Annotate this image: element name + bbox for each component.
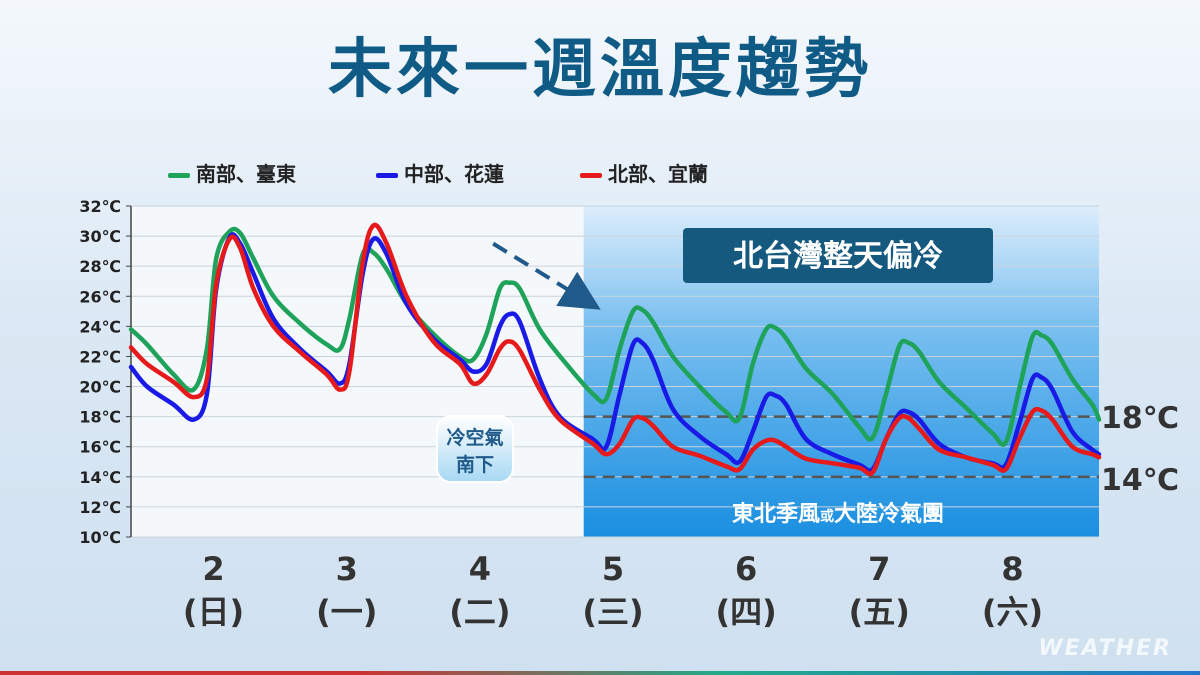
series-line-south <box>128 226 1102 447</box>
legend-swatch-south <box>168 173 190 178</box>
ref-label-18: 18℃ <box>1101 401 1179 436</box>
cold-air-label-line2: 南下 <box>456 454 494 476</box>
page-title: 未來一週溫度趨勢 <box>328 33 872 107</box>
x-tick-date: 2 <box>202 550 224 588</box>
y-tick-label: 10℃ <box>79 528 121 547</box>
x-tick-weekday: (六) <box>982 593 1043 631</box>
legend-item-central: 中部、花蓮 <box>376 158 504 187</box>
x-tick-date: 3 <box>336 550 358 588</box>
monsoon-label-part1: 東北季風 <box>732 502 820 527</box>
y-tick-label: 18℃ <box>79 408 121 427</box>
legend-swatch-north <box>580 173 602 178</box>
cold-box-title: 北台灣整天偏冷 <box>733 239 943 274</box>
trend-arrow <box>492 241 601 310</box>
y-tick-label: 32℃ <box>79 197 121 216</box>
watermark-logo: WEATHER <box>1038 636 1172 661</box>
ref-label-14: 14℃ <box>1101 463 1179 498</box>
x-tick-weekday: (二) <box>449 593 510 631</box>
x-tick-weekday: (日) <box>183 593 244 631</box>
y-tick-label: 14℃ <box>79 468 121 487</box>
x-tick-weekday: (一) <box>316 593 377 631</box>
x-tick-date: 4 <box>469 550 491 588</box>
legend-swatch-central <box>376 173 398 178</box>
x-axis-ticks: 2 (日) 3 (一) 4 (二) 5 (三) 6 (四) 7 (五) 8 (六) <box>183 550 1043 631</box>
monsoon-label: 東北季風或大陸冷氣團 <box>732 501 944 527</box>
y-axis-ticks: 10℃ 12℃ 14℃ 16℃ 18℃ 20℃ 22℃ 24℃ 26℃ 28℃ 30℃ 32℃ <box>79 197 131 547</box>
legend-label-north: 北部、宜蘭 <box>608 162 708 186</box>
legend-item-north: 北部、宜蘭 <box>580 158 708 187</box>
legend-label-central: 中部、花蓮 <box>404 162 504 186</box>
cold-air-bubble <box>436 415 514 483</box>
series-line-north <box>128 222 1102 477</box>
legend-item-south: 南部、臺東 <box>168 158 296 187</box>
bottom-color-bar <box>0 671 1200 675</box>
y-tick-label: 28℃ <box>79 257 121 276</box>
cold-box <box>683 228 993 283</box>
x-tick-weekday: (三) <box>582 593 643 631</box>
y-tick-label: 26℃ <box>79 287 121 306</box>
cold-air-label-line1: 冷空氣 <box>446 426 503 449</box>
x-tick-date: 6 <box>735 550 757 588</box>
series-line-central <box>128 232 1102 473</box>
monsoon-label-small: 或 <box>820 508 834 525</box>
y-tick-label: 16℃ <box>79 438 121 457</box>
y-tick-label: 20℃ <box>79 378 121 397</box>
y-tick-label: 12℃ <box>79 498 121 517</box>
data-series <box>128 222 1102 477</box>
x-tick-date: 8 <box>1001 550 1023 588</box>
x-tick-weekday: (五) <box>849 593 910 631</box>
x-tick-date: 7 <box>868 550 890 588</box>
y-tick-label: 22℃ <box>79 347 121 366</box>
monsoon-label-part2: 大陸冷氣團 <box>834 501 944 527</box>
legend-label-south: 南部、臺東 <box>196 162 296 186</box>
y-tick-label: 30℃ <box>79 227 121 246</box>
x-tick-weekday: (四) <box>716 593 777 631</box>
x-tick-date: 5 <box>602 550 624 588</box>
y-tick-label: 24℃ <box>79 317 121 336</box>
